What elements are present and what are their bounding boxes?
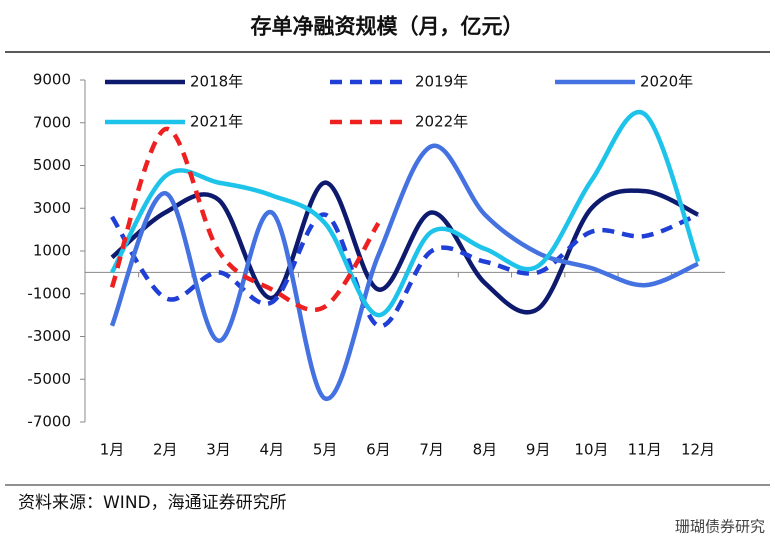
x-tick-label: 11月 (628, 441, 662, 459)
x-tick-label: 10月 (574, 441, 608, 459)
y-tick-label: -1000 (27, 284, 71, 302)
legend-label: 2022年 (415, 113, 468, 131)
watermark: 珊瑚债券研究 (675, 518, 765, 536)
y-tick-label: -3000 (27, 327, 71, 345)
legend-label: 2019年 (415, 73, 468, 91)
y-tick-label: -5000 (27, 370, 71, 388)
chart-title: 存单净融资规模（月，亿元） (251, 14, 524, 39)
x-tick-label: 7月 (419, 441, 444, 459)
y-tick-label: 5000 (33, 156, 71, 174)
x-tick-label: 6月 (366, 441, 391, 459)
legend-label: 2018年 (190, 73, 243, 91)
x-tick-label: 3月 (206, 441, 231, 459)
x-tick-label: 12月 (681, 441, 715, 459)
source: 资料来源：WIND，海通证券研究所 (18, 493, 287, 513)
series-line (109, 143, 699, 401)
x-tick-label: 5月 (313, 441, 338, 459)
legend-label: 2021年 (190, 113, 243, 131)
y-tick-label: 3000 (33, 199, 71, 217)
y-tick-label: 1000 (33, 242, 71, 260)
y-tick-label: 9000 (33, 71, 71, 89)
x-tick-label: 1月 (100, 441, 125, 459)
y-tick-label: -7000 (27, 413, 71, 431)
y-tick-label: 7000 (33, 113, 71, 131)
series-line (110, 180, 699, 315)
series-line (110, 212, 699, 329)
x-tick-label: 4月 (260, 441, 285, 459)
x-tick-label: 9月 (526, 441, 551, 459)
legend-label: 2020年 (640, 73, 693, 91)
series-line (110, 109, 701, 318)
x-tick-label: 2月 (153, 441, 178, 459)
x-tick-label: 8月 (473, 441, 498, 459)
